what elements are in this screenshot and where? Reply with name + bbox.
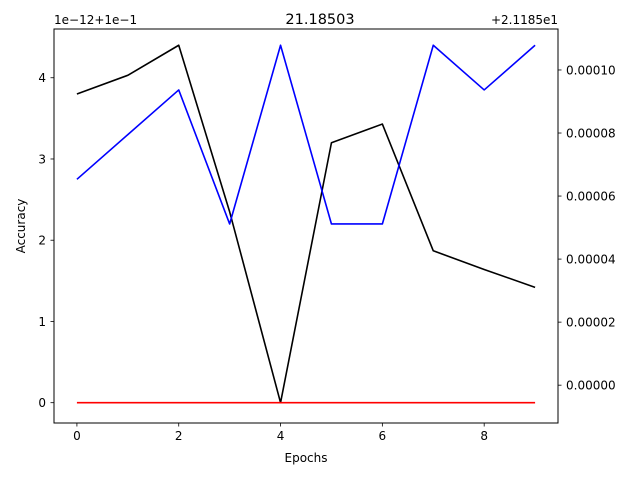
right-y-tick-label: 0.00008 <box>566 127 616 141</box>
data-point-red-9 <box>534 402 536 404</box>
data-point-blue-4 <box>280 44 282 46</box>
series-line-blue <box>76 44 536 225</box>
data-point-red-4 <box>280 402 282 404</box>
plot-frame <box>53 28 559 424</box>
data-point-black-3 <box>229 211 231 213</box>
data-point-red-2 <box>178 402 180 404</box>
data-point-black-5 <box>331 142 333 144</box>
data-point-black-8 <box>483 269 485 271</box>
data-point-black-7 <box>432 250 434 252</box>
data-point-blue-5 <box>331 223 333 225</box>
data-point-black-0 <box>76 93 78 95</box>
left-y-tick-label: 0 <box>38 396 46 410</box>
left-axis-offset-label: 1e−12+1e−1 <box>54 13 137 27</box>
series-layer <box>76 44 536 404</box>
x-tick-label: 4 <box>277 429 285 443</box>
chart-title: 21.18503 <box>285 12 354 28</box>
x-tick-label: 6 <box>379 429 387 443</box>
x-tick-label: 2 <box>175 429 183 443</box>
left-y-tick-label: 3 <box>38 152 46 166</box>
data-point-blue-2 <box>178 89 180 91</box>
data-point-black-2 <box>178 44 180 46</box>
data-point-black-6 <box>382 123 384 125</box>
x-tick-label: 0 <box>73 429 81 443</box>
data-point-red-3 <box>229 402 231 404</box>
y-axis-label: Accuracy <box>14 199 28 254</box>
data-point-blue-6 <box>382 223 384 225</box>
series-line-black <box>76 44 536 404</box>
right-y-tick-label: 0.00000 <box>566 379 616 393</box>
data-point-blue-9 <box>534 44 536 46</box>
right-y-tick-label: 0.00004 <box>566 253 616 267</box>
data-point-black-9 <box>534 287 536 289</box>
data-point-red-6 <box>382 402 384 404</box>
data-point-blue-7 <box>432 44 434 46</box>
data-point-red-7 <box>432 402 434 404</box>
x-tick-label: 8 <box>480 429 488 443</box>
data-point-blue-8 <box>483 89 485 91</box>
right-y-tick-label: 0.00010 <box>566 63 616 77</box>
left-y-tick-label: 2 <box>38 234 46 248</box>
data-point-red-1 <box>127 402 129 404</box>
right-y-tick-label: 0.00002 <box>566 316 616 330</box>
data-point-black-1 <box>127 75 129 77</box>
data-point-red-0 <box>76 402 78 404</box>
x-axis-ticks: 0 2 4 6 8 <box>73 423 488 443</box>
data-point-red-5 <box>331 402 333 404</box>
left-y-tick-label: 4 <box>38 71 46 85</box>
x-axis-label: Epochs <box>285 451 328 465</box>
left-y-tick-label: 1 <box>38 315 46 329</box>
right-y-axis-ticks: 0.00000 0.00002 0.00004 0.00006 0.00008 0.000… <box>558 63 616 393</box>
left-y-axis-ticks: 0 1 2 3 4 <box>38 71 54 410</box>
data-point-red-8 <box>483 402 485 404</box>
data-point-blue-1 <box>127 134 129 136</box>
data-point-blue-3 <box>229 223 231 225</box>
right-y-tick-label: 0.00006 <box>566 190 616 204</box>
right-axis-offset-label: +2.1185e1 <box>491 13 558 27</box>
data-point-blue-0 <box>76 178 78 180</box>
